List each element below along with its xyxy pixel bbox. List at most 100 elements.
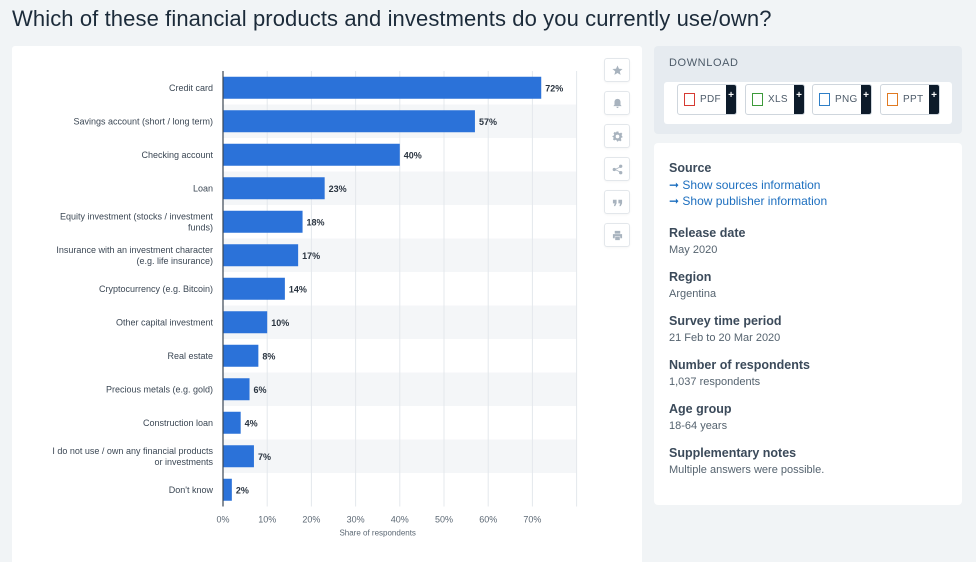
share-button[interactable] [604,157,630,181]
plus-icon: + [929,85,939,114]
source-section: Source ➞ Show sources information ➞ Show… [669,161,827,208]
data-label: 23% [329,184,347,194]
release-date-label: Release date [669,226,746,240]
bar [223,244,299,267]
bar [223,445,254,468]
category-label: Other capital investment [116,317,214,327]
category-label: Construction loan [143,418,213,428]
download-pdf-label: PDF [700,94,721,105]
release-date-value: May 2020 [669,244,718,256]
bar [223,344,259,367]
download-ppt-button[interactable]: PPT + [880,84,940,115]
data-label: 18% [307,217,325,227]
print-button[interactable] [604,223,630,247]
category-label: Credit card [169,83,213,93]
x-axis-title: Share of respondents [339,529,416,538]
data-label: 7% [258,452,271,462]
png-file-icon [819,93,830,106]
download-panel: DOWNLOAD PDF + XLS + PNG + PPT + [654,46,962,134]
supplementary-notes-value: Multiple answers were possible. [669,464,825,476]
category-label: Precious metals (e.g. gold) [106,384,213,394]
pdf-file-icon [684,93,695,106]
age-group-section: Age group 18-64 years [669,402,732,432]
x-tick-label: 60% [479,515,497,525]
source-label: Source [669,161,712,175]
bar [223,177,325,200]
print-icon [612,230,622,240]
bar [223,210,303,233]
bar [223,110,475,133]
bell-icon [612,98,622,108]
data-label: 14% [289,284,307,294]
respondents-value: 1,037 respondents [669,376,761,388]
xls-file-icon [752,93,763,106]
cite-button[interactable] [604,190,630,214]
region-value: Argentina [669,288,717,300]
bar [223,478,232,501]
category-label: Cryptocurrency (e.g. Bitcoin) [99,284,213,294]
category-label: Real estate [167,351,213,361]
release-date-section: Release date May 2020 [669,226,745,256]
ppt-file-icon [887,93,898,106]
category-label: Equity investment (stocks / investment fu… [60,211,214,232]
statistic-info-panel: Source ➞ Show sources information ➞ Show… [654,143,962,505]
download-png-button[interactable]: PNG + [812,84,872,115]
respondents-section: Number of respondents 1,037 respondents [669,358,810,388]
bar [223,143,400,166]
survey-period-label: Survey time period [669,314,782,328]
survey-period-section: Survey time period 21 Feb to 20 Mar 2020 [669,314,782,344]
show-sources-link[interactable]: ➞ Show sources information [669,178,821,192]
data-label: 8% [262,351,275,361]
notification-button[interactable] [604,91,630,115]
quote-icon [612,199,622,206]
age-group-value: 18-64 years [669,420,728,432]
survey-period-value: 21 Feb to 20 Mar 2020 [669,332,781,344]
x-tick-label: 70% [523,515,541,525]
data-label: 17% [302,251,320,261]
category-label: Insurance with an investment character (e… [56,245,213,266]
settings-button[interactable] [604,124,630,148]
share-icon [612,164,622,174]
respondents-label: Number of respondents [669,358,810,372]
bar [223,76,542,99]
plus-icon: + [861,85,871,114]
plus-icon: + [794,85,804,114]
data-label: 4% [245,418,258,428]
download-xls-button[interactable]: XLS + [745,84,805,115]
region-label: Region [669,270,712,284]
category-label: Loan [193,183,213,193]
data-label: 6% [254,385,267,395]
gear-icon [611,130,623,142]
data-label: 10% [271,318,289,328]
download-xls-label: XLS [768,94,788,105]
data-label: 40% [404,150,422,160]
download-png-label: PNG [835,94,858,105]
favorite-button[interactable] [604,58,630,82]
category-label: Savings account (short / long term) [73,116,213,126]
download-title: DOWNLOAD [669,57,739,69]
age-group-label: Age group [669,402,732,416]
show-publisher-link[interactable]: ➞ Show publisher information [669,194,828,208]
supplementary-notes-section: Supplementary notes Multiple answers wer… [669,446,824,476]
page-title: Which of these financial products and in… [12,6,772,31]
chart-toolbar [604,58,630,256]
bar [223,411,241,434]
download-buttons: PDF + XLS + PNG + PPT + [664,82,952,124]
download-pdf-button[interactable]: PDF + [677,84,737,115]
x-tick-label: 10% [258,515,276,525]
bar [223,311,268,334]
supplementary-notes-label: Supplementary notes [669,446,797,460]
star-icon [611,64,623,75]
bar [223,378,250,401]
x-tick-label: 30% [347,515,365,525]
x-tick-label: 0% [216,515,229,525]
data-label: 72% [545,83,563,93]
region-section: Region Argentina [669,270,716,300]
category-label: Don't know [169,485,214,495]
plus-icon: + [726,85,736,114]
bar [223,277,285,300]
download-ppt-label: PPT [903,94,924,105]
x-tick-label: 20% [302,515,320,525]
bar-chart: 0% 10% 20% 30% 40% 50% 60% 70% 72% Credit card 57%… [52,71,578,538]
data-label: 57% [479,117,497,127]
